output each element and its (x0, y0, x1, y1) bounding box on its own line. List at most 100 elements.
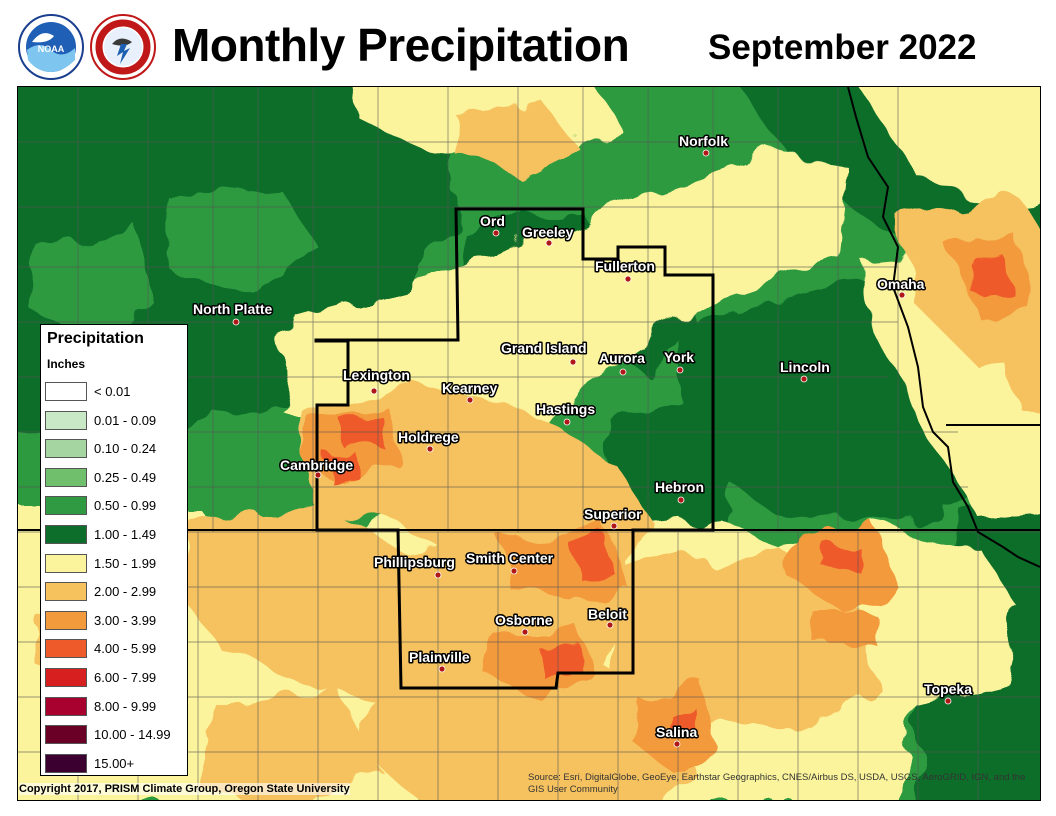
header: NOAA Monthly Precipitation September 202… (0, 0, 1056, 86)
legend-swatch (45, 582, 87, 602)
city-label: Holdrege (398, 429, 459, 445)
city-marker: Superior (583, 505, 644, 530)
city-label: Fullerton (595, 258, 655, 274)
national-weather-service-logo (90, 14, 156, 80)
city-dot (702, 149, 710, 157)
legend-title: Precipitation (47, 330, 144, 347)
legend-units: Inches (47, 357, 86, 371)
legend-label: 1.00 - 1.49 (94, 527, 157, 542)
svg-text:NOAA: NOAA (38, 44, 65, 54)
legend-label: 8.00 - 9.99 (94, 698, 157, 714)
city-label: Smith Center (466, 550, 554, 566)
legend-swatch (45, 439, 87, 459)
legend-label: < 0.01 (94, 384, 131, 399)
legend-item: 0.10 - 0.24 (45, 439, 185, 459)
city-label: Hastings (536, 401, 595, 417)
source-attribution: Source: Esri, DigitalGlobe, GeoEye, Eart… (528, 772, 1026, 795)
city-label: Kearney (442, 380, 497, 396)
city-marker: Phillipsburg (373, 553, 456, 579)
city-dot (800, 375, 808, 383)
map-title: Monthly Precipitation (172, 19, 630, 71)
legend-item: 3.00 - 3.99 (45, 610, 185, 631)
city-marker: Plainville (408, 648, 471, 673)
city-dot (370, 387, 378, 395)
legend-item: 0.50 - 0.99 (45, 496, 185, 516)
legend-item: 8.00 - 9.99 (45, 696, 185, 717)
city-dot (521, 628, 529, 636)
city-marker: Topeka (923, 680, 974, 705)
city-dot (676, 366, 684, 374)
city-dot (569, 358, 577, 366)
legend-swatch (45, 610, 87, 630)
city-dot (434, 571, 442, 579)
city-marker: Ord (479, 212, 506, 237)
city-dot (898, 291, 906, 299)
city-label: Grand Island (501, 340, 587, 356)
city-label: Cambridge (280, 457, 353, 473)
copyright-text: Copyright 2017, PRISM Climate Group, Ore… (19, 783, 350, 795)
legend-swatch (45, 696, 87, 716)
city-marker: Kearney (441, 379, 499, 404)
city-marker: Norfolk (678, 132, 730, 157)
legend-swatch (45, 525, 87, 544)
legend-label: 15.00+ (94, 755, 135, 771)
city-dot (606, 621, 614, 629)
legend-label: 3.00 - 3.99 (94, 612, 157, 628)
legend-item: 6.00 - 7.99 (45, 668, 185, 688)
city-marker: Beloit (587, 605, 629, 629)
legend-swatch (45, 639, 87, 659)
city-marker: Greeley (521, 223, 575, 247)
city-label: Omaha (877, 276, 925, 292)
legend: Precipitation Inches < 0.01 0.01 - 0.09 0.… (40, 324, 188, 776)
city-dot (624, 275, 632, 283)
city-dot (563, 418, 571, 426)
legend-swatch (45, 668, 87, 687)
city-label: Topeka (924, 681, 972, 697)
legend-item: 10.00 - 14.99 (45, 725, 185, 745)
city-dot (677, 496, 685, 504)
legend-swatch (45, 725, 87, 745)
legend-label: 0.10 - 0.24 (94, 441, 157, 457)
city-dot (492, 229, 500, 237)
city-marker: Osborne (494, 611, 554, 636)
city-label: Norfolk (679, 133, 728, 149)
city-marker: Hebron (654, 478, 706, 504)
city-label: North Platte (193, 301, 273, 317)
legend-item: 4.00 - 5.99 (45, 639, 185, 659)
legend-swatch (45, 382, 87, 401)
legend-label: 2.00 - 2.99 (94, 584, 157, 600)
city-dot (232, 318, 240, 326)
city-dot (673, 740, 681, 748)
legend-swatch (45, 410, 87, 430)
city-label: Osborne (495, 612, 553, 628)
map-date: September 2022 (708, 28, 977, 67)
city-label: Ord (480, 213, 505, 229)
city-label: Lincoln (780, 359, 830, 375)
city-layer: Norfolk Ord Greeley Fullerton Omaha North Pla… (192, 132, 974, 748)
legend-swatch (45, 553, 87, 573)
legend-item: 1.00 - 1.49 (45, 525, 185, 545)
legend-label: 1.50 - 1.99 (94, 555, 157, 571)
city-label: Beloit (588, 606, 627, 622)
city-marker: Holdrege (397, 428, 460, 453)
city-marker: North Platte (192, 300, 274, 326)
city-marker: Lincoln (779, 358, 831, 383)
legend-item: < 0.01 (45, 382, 185, 402)
city-dot (610, 522, 618, 530)
legend-item: 1.50 - 1.99 (45, 553, 185, 574)
city-dot (426, 445, 434, 453)
city-dot (314, 471, 322, 479)
city-dot (510, 567, 518, 575)
city-dot (944, 697, 952, 705)
legend-item: 0.25 - 0.49 (45, 467, 185, 488)
legend-swatch (45, 496, 87, 516)
city-label: Superior (584, 506, 642, 522)
city-label: Hebron (655, 479, 704, 495)
city-marker: Fullerton (594, 257, 656, 283)
city-label: Lexington (343, 367, 410, 383)
legend-swatch (45, 753, 87, 773)
city-marker: York (663, 348, 696, 374)
city-dot (545, 239, 553, 247)
city-marker: Cambridge (279, 456, 355, 479)
legend-label: 6.00 - 7.99 (94, 670, 157, 685)
